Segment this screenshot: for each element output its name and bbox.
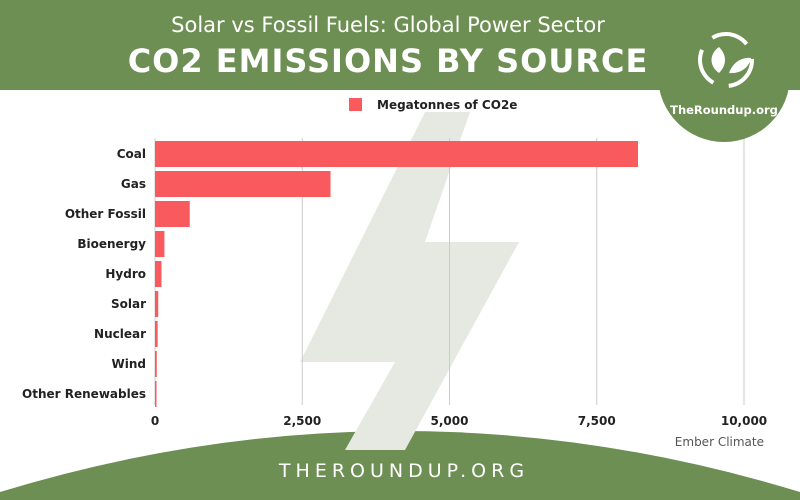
brand-badge-circle xyxy=(658,10,790,142)
bar-wind[interactable] xyxy=(155,351,157,377)
bar-bioenergy[interactable] xyxy=(155,231,165,257)
footer-url: THEROUNDUP.ORG xyxy=(278,460,529,482)
recycle-ring-icon xyxy=(698,32,754,88)
x-tick-label: 10,000 xyxy=(721,414,767,428)
category-label: Gas xyxy=(121,177,146,191)
x-tick-label: 2,500 xyxy=(283,414,321,428)
x-tick-label: 7,500 xyxy=(578,414,616,428)
bar-other-renewables[interactable] xyxy=(155,381,157,407)
footer-band xyxy=(0,431,800,500)
category-label: Nuclear xyxy=(94,327,146,341)
category-label: Hydro xyxy=(105,267,146,281)
brand-badge[interactable]: TheRoundup.org xyxy=(658,10,790,142)
chart-title: CO2 EMISSIONS BY SOURCE xyxy=(128,42,649,80)
bar-hydro[interactable] xyxy=(155,261,162,287)
x-tick-label: 0 xyxy=(151,414,159,428)
bar-solar[interactable] xyxy=(155,291,159,317)
category-label: Coal xyxy=(117,147,146,161)
category-label: Solar xyxy=(111,297,146,311)
bar-nuclear[interactable] xyxy=(155,321,158,347)
chart-category-labels: Coal Gas Other Fossil Bioenergy Hydro Solar Nu… xyxy=(22,147,146,401)
x-tick-label: 5,000 xyxy=(431,414,469,428)
brand-name: TheRoundup.org xyxy=(670,103,778,117)
chart-tick-labels: 0 2,500 5,000 7,500 10,000 xyxy=(151,414,767,428)
recycle-leaf-icon xyxy=(698,32,754,88)
bar-other-fossil[interactable] xyxy=(155,201,190,227)
legend-label: Megatonnes of CO2e xyxy=(377,98,517,112)
chart-bars xyxy=(155,141,638,407)
leaf-left-icon xyxy=(711,47,725,73)
bar-coal[interactable] xyxy=(155,141,638,167)
category-label: Bioenergy xyxy=(77,237,146,251)
lightning-bolt-watermark xyxy=(300,112,519,450)
legend-swatch xyxy=(349,98,362,111)
category-label: Other Renewables xyxy=(22,387,146,401)
source-label: Ember Climate xyxy=(675,435,764,449)
bar-gas[interactable] xyxy=(155,171,331,197)
category-label: Wind xyxy=(112,357,146,371)
category-label: Other Fossil xyxy=(65,207,146,221)
leaf-right-icon xyxy=(729,57,751,74)
chart-subtitle: Solar vs Fossil Fuels: Global Power Sect… xyxy=(171,13,605,37)
